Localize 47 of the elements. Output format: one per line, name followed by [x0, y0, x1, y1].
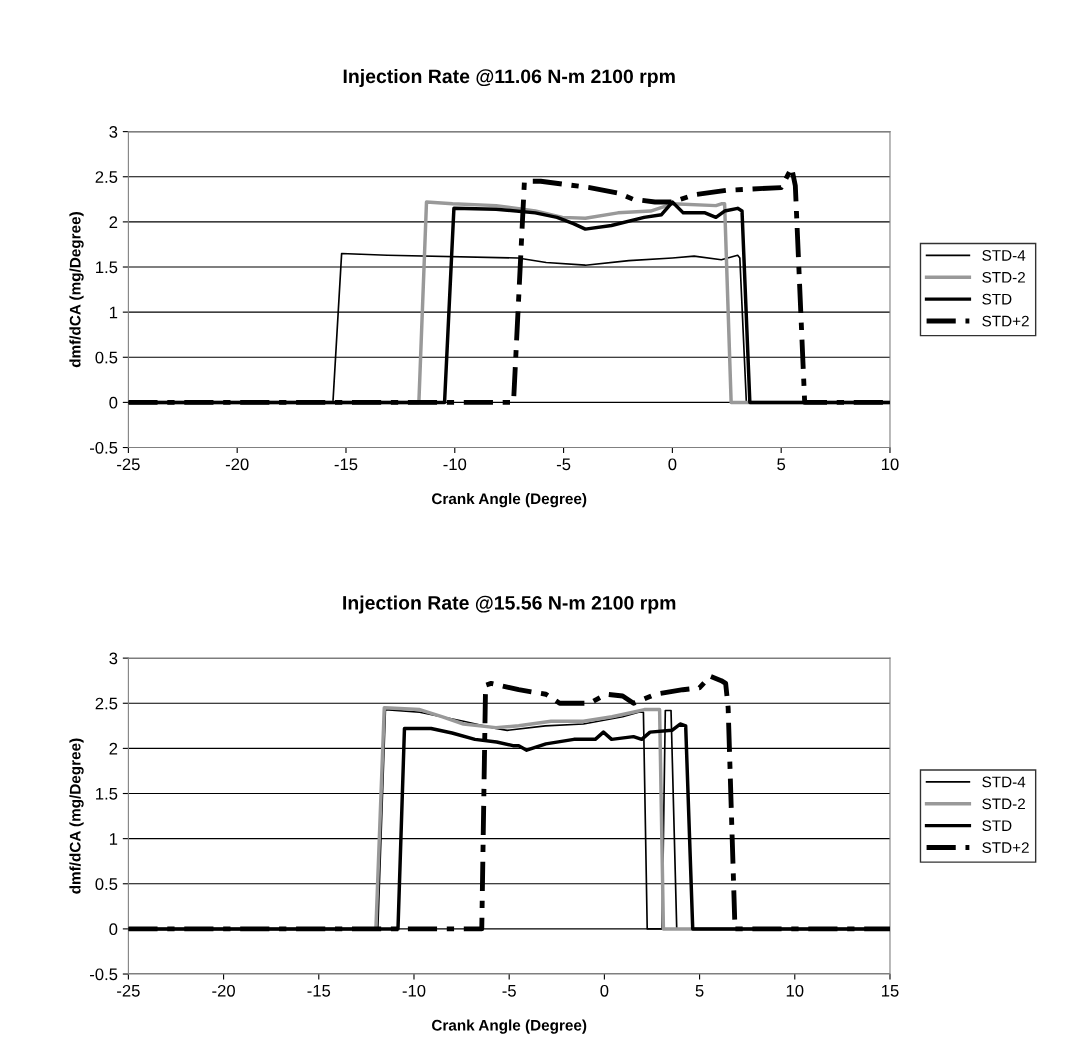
y-tick-label: 1	[109, 306, 118, 319]
y-tick-label: 1.5	[96, 788, 118, 800]
x-axis-title: Crank Angle (Degree)	[432, 1019, 587, 1034]
x-tick-label: -25	[117, 458, 140, 471]
y-tick-label: 0.5	[95, 878, 118, 890]
x-tick-label: -20	[225, 458, 249, 471]
chart-title: Injection Rate @11.06 N-m 2100 rpm	[343, 68, 675, 88]
chart-title: Injection Rate @15.56 N-m 2100 rpm	[343, 595, 676, 614]
x-tick-label: -25	[117, 984, 140, 997]
y-tick-label: 2.5	[95, 171, 118, 183]
y-tick-label: 1.5	[96, 261, 118, 274]
x-tick-label: -10	[443, 458, 467, 471]
x-tick-label: 10	[881, 458, 899, 471]
legend-label: STD+2	[982, 842, 1029, 853]
legend-label: STD	[982, 293, 1012, 305]
legend-label: STD-2	[982, 798, 1025, 810]
x-tick-label: 0	[600, 984, 609, 997]
y-tick-label: -0.5	[89, 441, 118, 454]
legend-label: STD-4	[982, 776, 1026, 788]
x-tick-label: 0	[668, 458, 677, 471]
x-tick-label: -5	[502, 985, 516, 997]
y-tick-label: 3	[109, 652, 118, 665]
y-tick-label: 1	[109, 833, 118, 845]
y-axis-title: dmf/dCA (mg/Degree)	[69, 212, 84, 368]
legend-label: STD-4	[982, 250, 1026, 261]
legend-label: STD-2	[982, 271, 1025, 283]
y-tick-label: 0.5	[95, 351, 118, 364]
y-tick-label: 2	[109, 216, 118, 228]
x-tick-label: 10	[786, 984, 804, 997]
legend-label: STD+2	[982, 315, 1029, 327]
x-tick-label: -5	[556, 458, 571, 471]
x-tick-label: -15	[307, 985, 331, 997]
y-tick-label: -0.5	[89, 968, 118, 981]
x-tick-label: 5	[777, 458, 786, 471]
x-tick-label: 5	[695, 985, 704, 997]
x-tick-label: -15	[334, 458, 358, 471]
x-axis-title: Crank Angle (Degree)	[432, 492, 587, 508]
x-tick-label: -10	[402, 984, 426, 997]
x-tick-label: -20	[212, 984, 235, 997]
y-tick-label: 3	[109, 126, 118, 138]
y-axis-title: dmf/dCA (mg/Degree)	[69, 738, 84, 894]
legend-label: STD	[982, 820, 1012, 832]
y-tick-label: 0	[109, 396, 118, 409]
x-tick-label: 15	[881, 985, 899, 997]
y-tick-label: 0	[109, 923, 118, 936]
y-tick-label: 2.5	[95, 697, 118, 710]
y-tick-label: 2	[109, 742, 118, 755]
